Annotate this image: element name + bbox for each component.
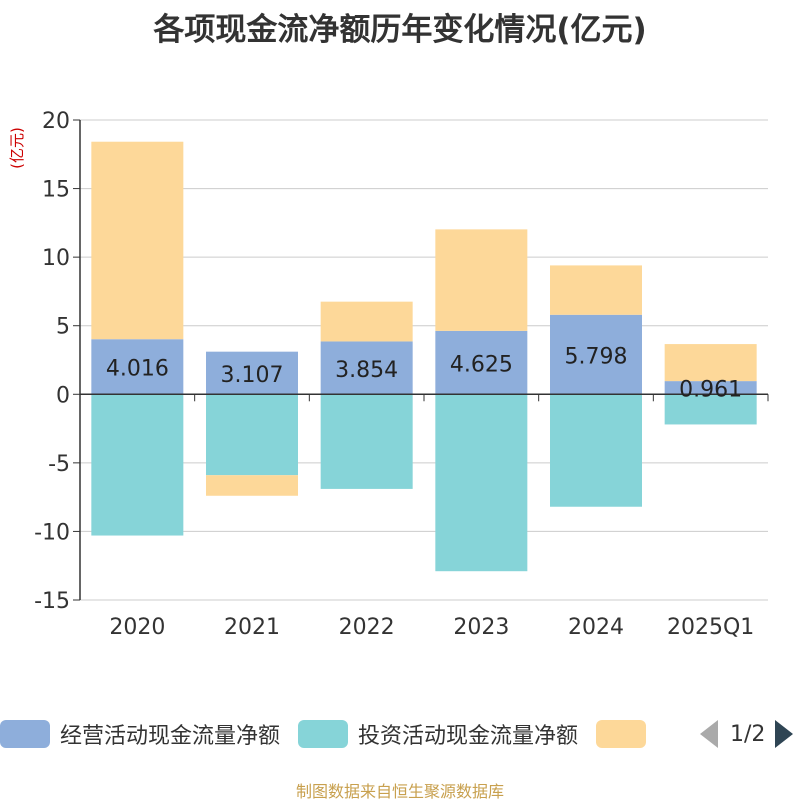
legend-prev-icon[interactable] xyxy=(700,720,718,748)
bar-series1-2020 xyxy=(91,394,184,536)
axis-layer: 20 15 10 5 0 -5 -10 -15 (亿元) 2020 2021 2022 2023 2024… xyxy=(8,109,769,640)
bar-series2-2025Q1 xyxy=(664,344,757,382)
bar-series0-2021 xyxy=(206,351,298,395)
bar-series0-2022 xyxy=(320,341,413,395)
x-tick-label: 2024 xyxy=(568,615,624,640)
y-axis-label: (亿元) xyxy=(8,127,26,169)
bar-series0-2020 xyxy=(91,339,184,395)
x-tick-label: 2022 xyxy=(339,615,395,640)
legend-page-text: 1/2 xyxy=(730,721,766,747)
bar-layer xyxy=(91,141,757,572)
y-tick-label: -5 xyxy=(48,452,70,477)
x-tick-label: 2020 xyxy=(109,615,165,640)
y-tick-label: 10 xyxy=(42,246,70,271)
grid-layer xyxy=(80,119,768,601)
data-label-2022: 3.854 xyxy=(335,358,398,383)
bar-series0-2025Q1 xyxy=(664,381,757,395)
legend: 经营活动现金流量净额 投资活动现金流量净额 xyxy=(0,718,674,750)
y-tick-label: 15 xyxy=(42,178,70,203)
legend-pager: 1/2 xyxy=(700,718,794,750)
source-note: 制图数据来自恒生聚源数据库 xyxy=(295,782,504,801)
y-tick-label: 20 xyxy=(42,109,70,134)
bar-series2-2024 xyxy=(550,265,642,315)
bar-series2-2022 xyxy=(320,301,413,342)
x-tick-label: 2025Q1 xyxy=(667,615,754,640)
label-layer: 4.016 3.107 3.854 4.625 5.798 0.961 xyxy=(106,345,742,403)
legend-label-investing: 投资活动现金流量净额 xyxy=(358,724,579,749)
bar-series2-2021 xyxy=(206,475,298,496)
bar-series1-2025Q1 xyxy=(664,394,757,425)
legend-item-investing[interactable]: 投资活动现金流量净额 xyxy=(298,718,578,750)
x-tick-label: 2023 xyxy=(453,615,509,640)
data-label-2020: 4.016 xyxy=(106,357,169,382)
bar-series0-2024 xyxy=(550,314,642,395)
y-tick-label: 0 xyxy=(56,383,70,408)
legend-swatch-operating xyxy=(0,720,50,748)
legend-next-icon[interactable] xyxy=(775,720,794,748)
bar-series1-2024 xyxy=(550,394,642,507)
chart-plot: 20 15 10 5 0 -5 -10 -15 (亿元) 2020 2021 2022 2023 2024… xyxy=(8,109,769,640)
bar-series1-2023 xyxy=(435,394,528,572)
bar-series1-2022 xyxy=(320,394,413,489)
y-tick-label: -10 xyxy=(34,520,70,545)
data-label-2021: 3.107 xyxy=(221,363,284,388)
chart-title: 各项现金流净额历年变化情况(亿元) xyxy=(153,12,647,48)
bar-series0-2023 xyxy=(435,330,528,395)
y-tick-label: 5 xyxy=(56,315,70,340)
data-label-2023: 4.625 xyxy=(450,353,513,378)
x-tick-label: 2021 xyxy=(224,615,280,640)
legend-item-operating[interactable]: 经营活动现金流量净额 xyxy=(0,718,280,750)
legend-label-operating: 经营活动现金流量净额 xyxy=(60,724,281,749)
legend-item-financing[interactable] xyxy=(596,720,656,748)
bar-series1-2021 xyxy=(206,394,298,476)
legend-swatch-financing xyxy=(596,720,647,748)
bar-series2-2020 xyxy=(91,141,184,340)
y-tick-label: -15 xyxy=(34,589,70,614)
bar-series2-2023 xyxy=(435,229,528,331)
legend-swatch-investing xyxy=(298,720,349,748)
data-label-2024: 5.798 xyxy=(565,345,628,370)
data-label-2025Q1: 0.961 xyxy=(679,378,742,403)
